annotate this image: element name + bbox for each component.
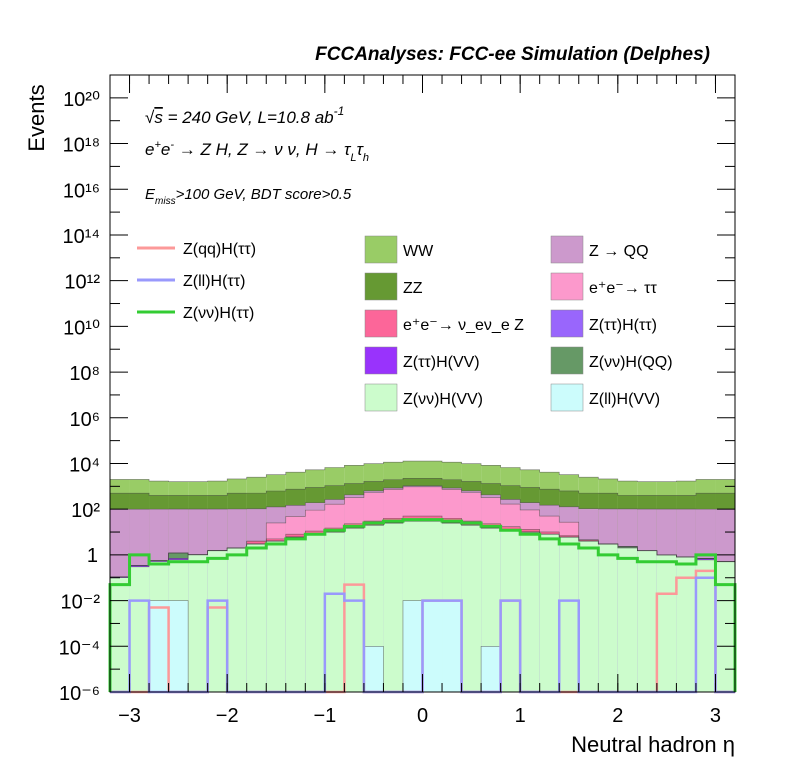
svg-text:Emiss>100 GeV, BDT score>0.5: Emiss>100 GeV, BDT score>0.5	[145, 186, 352, 207]
y-tick-label: 10¹⁴	[63, 226, 101, 248]
x-tick-label: −2	[216, 705, 239, 727]
bar	[481, 646, 501, 692]
stack-outline-e-e	[110, 486, 735, 578]
legend-label: ZZ	[403, 280, 423, 297]
chart-title: FCCAnalyses: FCC-ee Simulation (Delphes)	[315, 44, 710, 65]
legend-swatch-z-ll-h-vv	[550, 383, 584, 412]
legend-label: e⁺e⁻→ ττ	[589, 280, 657, 297]
legend-swatch-z-qq	[550, 235, 584, 264]
y-tick-label: 1	[87, 545, 98, 567]
legend-label: Z(ττ)H(VV)	[403, 354, 480, 371]
legend-label: WW	[403, 243, 434, 260]
svg-text:e+e- → Z H, Z → ν ν, H → τLτh: e+e- → Z H, Z → ν ν, H → τLτh	[145, 139, 369, 164]
legend-label: Z(νν)H(QQ)	[589, 354, 673, 371]
bar	[461, 525, 482, 692]
bar	[637, 550, 657, 692]
x-tick-label: −1	[313, 705, 336, 727]
legend-swatch-z-h-vv	[364, 346, 398, 375]
bar	[617, 548, 638, 692]
legend-swatch-z-h	[550, 309, 584, 338]
stacked-bars	[110, 460, 735, 693]
bar	[383, 522, 403, 692]
legend-label: e⁺e⁻→ ν_eν_e Z	[403, 317, 524, 334]
y-tick-label: 10⁻⁴	[59, 637, 100, 659]
stack-outline-zz	[110, 477, 735, 496]
bar	[676, 557, 696, 692]
bar	[344, 528, 364, 692]
annotation-selection: Emiss>100 GeV, BDT score>0.5	[145, 186, 352, 207]
axes: −3 −2 −1 0 1 2 3 10⁻⁶ 10⁻⁴ 10⁻² 1 10² 10⁴ 10⁶ 10⁸ 10¹⁰ 1…	[59, 74, 736, 727]
legend-swatch-zz	[364, 272, 398, 301]
y-tick-label: 10⁸	[69, 363, 100, 385]
stack-z-ll-h-vv	[149, 600, 501, 692]
sqrt-symbol: √	[145, 108, 155, 127]
bar	[520, 532, 540, 692]
y-tick-label: 10⁻⁶	[59, 683, 100, 705]
bar	[207, 550, 228, 692]
bar	[442, 600, 462, 692]
x-tick-label: 2	[612, 705, 623, 727]
bar	[363, 646, 384, 692]
y-tick-label: 10¹⁰	[63, 317, 100, 339]
legend-swatch-z-h-vv	[364, 383, 398, 412]
signal-z-h	[108, 518, 737, 692]
bar	[285, 537, 306, 692]
legend-label: Z(νν)H(VV)	[403, 391, 483, 408]
legend-label: Z → QQ	[589, 243, 649, 260]
legend: Z(qq)H(ττ) Z(ll)H(ττ) Z(νν)H(ττ) WW Z → QQ ZZ…	[137, 235, 673, 412]
legend-swatch-e-e	[550, 272, 584, 301]
bar	[402, 600, 423, 692]
bar	[168, 600, 189, 692]
bar	[324, 532, 345, 692]
bar	[110, 577, 130, 692]
legend-swatch-z-h-qq	[550, 346, 584, 375]
bar	[715, 561, 735, 692]
y-axis-label: Events	[24, 84, 49, 151]
legend-label: Z(ll)H(ττ)	[183, 273, 245, 290]
bar	[578, 541, 599, 692]
y-tick-label: 10²⁰	[63, 89, 100, 111]
y-tick-label: 10⁻²	[61, 592, 101, 614]
stack-outline-ww	[110, 460, 735, 482]
bar	[500, 530, 521, 692]
bar	[188, 554, 208, 692]
y-tick-label: 10⁴	[69, 454, 100, 476]
y-tick-label: 10⁶	[70, 409, 100, 431]
svg-text:√s = 240 GeV, L=10.8 ab-1: √s = 240 GeV, L=10.8 ab-1	[145, 104, 344, 127]
stack-z-h-vv	[110, 521, 735, 692]
bar	[598, 543, 618, 692]
bar	[227, 548, 247, 692]
stack-outline-z-qq	[110, 485, 735, 510]
bar	[422, 600, 443, 692]
y-tick-label: 10¹⁸	[63, 135, 100, 157]
y-tick-label: 10¹⁶	[63, 180, 100, 202]
legend-swatch-e-e-e-e-z	[364, 309, 398, 338]
bar	[246, 543, 267, 692]
legend-label: Z(qq)H(ττ)	[183, 241, 256, 258]
annotation-process: e+e- → Z H, Z → ν ν, H → τLτh	[145, 139, 369, 164]
x-tick-label: 0	[417, 705, 428, 727]
bar	[656, 554, 677, 692]
bar	[695, 559, 716, 692]
x-tick-label: −3	[118, 705, 141, 727]
x-axis-label: Neutral hadron η	[571, 732, 735, 757]
x-tick-label: 3	[710, 705, 721, 727]
legend-label: Z(ll)H(VV)	[589, 391, 660, 408]
annotation-energy: √s = 240 GeV, L=10.8 ab-1	[145, 104, 344, 127]
bar	[266, 541, 286, 692]
legend-label: Z(ττ)H(ττ)	[589, 317, 657, 334]
legend-swatch-ww	[364, 235, 398, 264]
legend-label: Z(νν)H(ττ)	[183, 305, 254, 322]
bar	[305, 534, 325, 692]
y-tick-label: 10¹²	[64, 272, 100, 294]
bar	[559, 537, 579, 692]
y-tick-label: 10²	[71, 500, 100, 522]
bar	[149, 600, 169, 692]
x-tick-label: 1	[515, 705, 526, 727]
bar	[129, 566, 150, 692]
bar	[539, 534, 560, 692]
